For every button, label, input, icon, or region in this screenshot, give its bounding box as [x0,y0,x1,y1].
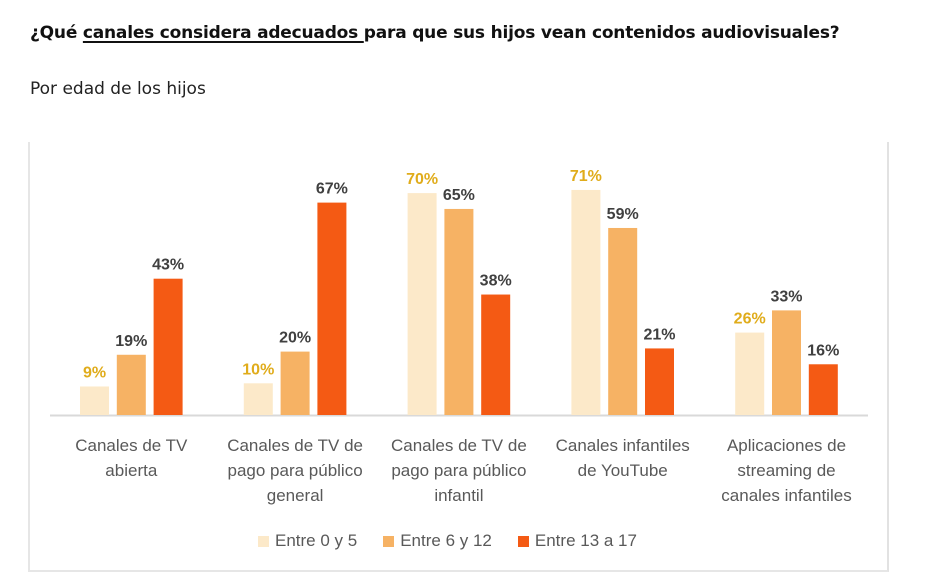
bar [808,364,838,415]
category-label: Canales de TV de [391,436,527,455]
bar [80,386,109,415]
chart-frame [28,142,889,572]
category-label: Canales infantiles [556,436,690,455]
legend-label: Entre 0 y 5 [275,531,358,550]
bar [481,294,511,415]
bar [153,278,183,415]
data-label: 10% [242,361,274,378]
bar [772,310,801,415]
legend-label: Entre 13 a 17 [534,531,637,550]
category-label: Aplicaciones de [727,436,846,455]
bar [645,348,674,415]
bar [444,208,474,415]
data-label: 65% [443,187,475,204]
data-label: 43% [152,257,184,274]
legend-item: Entre 6 y 12 [383,531,492,551]
category-label: general [267,486,324,505]
data-label: 20% [279,330,311,347]
data-label: 19% [115,333,147,350]
data-label: 38% [480,273,512,290]
category-label: Canales de TV [75,436,188,455]
legend-label: Entre 6 y 12 [400,531,492,550]
category-label: Canales de TV de [227,436,363,455]
bar [317,202,347,415]
bar [280,351,310,415]
chart-title: ¿Qué canales considera adecuados para qu… [30,22,910,44]
data-label: 16% [807,342,839,359]
legend-item: Entre 0 y 5 [258,531,357,551]
category-label: infantil [434,486,483,505]
chart-subtitle: Por edad de los hijos [30,79,206,99]
title-prefix: ¿Qué [30,23,83,43]
data-label: 26% [734,311,766,328]
bar [116,354,146,415]
data-label: 9% [83,364,106,381]
category-label: abierta [105,461,158,480]
category-label: streaming de [737,461,835,480]
data-label: 70% [406,171,438,188]
bar [571,189,601,415]
data-label: 33% [770,288,802,305]
bar [608,227,638,415]
data-label: 21% [643,326,675,343]
category-label: de YouTube [578,461,668,480]
title-underlined: canales considera adecuados [82,23,364,43]
data-label: 67% [316,181,348,198]
legend: Entre 0 y 5 Entre 6 y 12 Entre 13 a 17 [258,531,637,551]
legend-swatch [383,535,395,547]
category-label: canales infantiles [721,486,851,505]
bar [243,383,273,415]
title-suffix: para que sus hijos vean contenidos audio… [363,23,840,43]
legend-swatch [517,535,529,547]
legend-swatch [258,535,269,547]
bar [407,193,437,415]
legend-item: Entre 13 a 17 [517,531,637,551]
category-label: pago para público [391,461,526,480]
bar [735,332,765,415]
category-label: pago para público [228,461,363,480]
data-label: 71% [570,168,602,185]
data-label: 59% [607,206,639,223]
